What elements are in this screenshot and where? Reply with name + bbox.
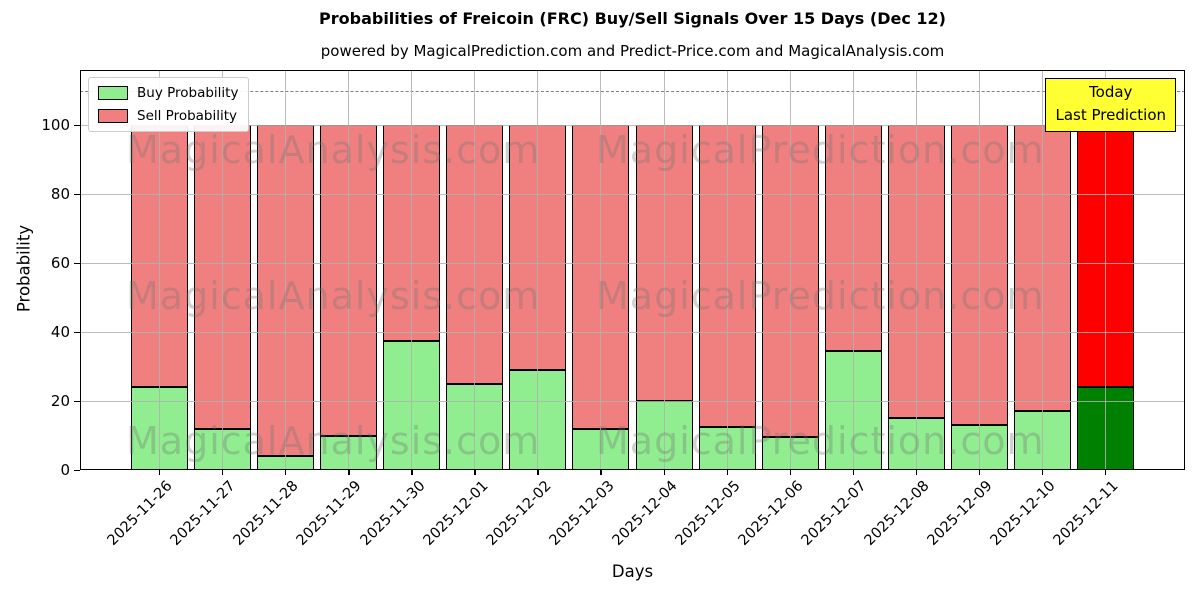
x-tick-mark — [159, 470, 161, 475]
legend-label-buy: Buy Probability — [137, 85, 239, 101]
x-tick-mark — [978, 470, 981, 475]
y-tick-mark — [74, 124, 80, 126]
watermark-text: MagicalPrediction.com — [596, 128, 1045, 172]
gridline-x-2025-12-07 — [852, 70, 854, 470]
today-annotation-line2: Last Prediction — [1055, 106, 1166, 124]
x-tick-label: 2025-12-02 — [483, 478, 555, 549]
legend-label-sell: Sell Probability — [137, 108, 238, 124]
gridline-y-40 — [80, 332, 1185, 334]
x-tick-mark — [789, 470, 791, 475]
gridline-x-2025-12-05 — [726, 70, 728, 470]
y-tick-mark — [74, 469, 80, 471]
gridline-x-2025-12-06 — [789, 70, 791, 470]
plot-area: Buy Probability Sell Probability Today L… — [80, 70, 1185, 470]
x-tick-label: 2025-11-29 — [294, 478, 366, 549]
chart-title: Probabilities of Freicoin (FRC) Buy/Sell… — [319, 9, 946, 28]
x-tick-mark — [915, 470, 918, 475]
x-tick-label: 2025-12-10 — [987, 478, 1059, 549]
x-tick-label: 2025-12-06 — [735, 478, 807, 549]
x-tick-mark — [222, 470, 224, 475]
watermark-text: MagicalPrediction.com — [596, 274, 1045, 318]
gridline-x-2025-12-09 — [978, 70, 980, 470]
gridline-x-2025-11-30 — [411, 70, 413, 470]
x-tick-label: 2025-12-05 — [672, 478, 744, 549]
chart-subtitle: powered by MagicalPrediction.com and Pre… — [320, 42, 945, 60]
x-tick-mark — [852, 470, 855, 475]
x-tick-label: 2025-11-27 — [167, 478, 239, 549]
y-tick-label: 60 — [50, 254, 70, 273]
x-tick-mark — [1041, 470, 1044, 475]
gridline-x-2025-12-02 — [537, 70, 539, 470]
legend-item-sell: Sell Probability — [98, 108, 238, 124]
x-tick-label: 2025-12-08 — [861, 478, 933, 549]
y-tick-label: 40 — [50, 323, 70, 342]
dashed-threshold-line — [80, 90, 1185, 92]
x-tick-mark — [474, 470, 476, 475]
buy-color-swatch — [98, 86, 128, 100]
x-tick-label: 2025-12-09 — [924, 478, 996, 549]
x-tick-mark — [411, 470, 413, 475]
x-tick-label: 2025-12-07 — [798, 478, 870, 549]
x-tick-label: 2025-11-26 — [104, 478, 176, 549]
gridline-x-2025-12-11 — [1104, 70, 1106, 470]
y-tick-label: 100 — [41, 116, 70, 135]
legend-item-buy: Buy Probability — [98, 85, 238, 101]
x-tick-label: 2025-12-01 — [420, 478, 492, 549]
y-tick-mark — [74, 331, 80, 333]
gridline-x-2025-11-28 — [285, 70, 287, 470]
x-tick-label: 2025-11-30 — [357, 478, 429, 549]
y-tick-label: 20 — [50, 392, 70, 411]
x-tick-mark — [348, 470, 350, 475]
gridline-y-20 — [80, 401, 1185, 403]
sell-color-swatch — [98, 109, 128, 123]
watermark-text: MagicalAnalysis.com — [126, 419, 541, 463]
y-tick-mark — [74, 193, 80, 195]
gridline-x-2025-12-01 — [474, 70, 476, 470]
today-annotation: Today Last Prediction — [1045, 78, 1176, 132]
x-tick-label: 2025-11-28 — [231, 478, 302, 549]
gridline-x-2025-12-04 — [663, 70, 665, 470]
x-tick-mark — [663, 470, 665, 475]
gridline-x-2025-11-26 — [159, 70, 161, 470]
x-tick-mark — [285, 470, 287, 475]
x-tick-label: 2025-12-11 — [1050, 478, 1122, 549]
gridline-y-100 — [80, 125, 1185, 127]
x-tick-mark — [600, 470, 602, 475]
y-tick-mark — [74, 262, 80, 264]
today-annotation-line1: Today — [1089, 83, 1133, 101]
y-tick-mark — [74, 400, 80, 402]
x-axis-title: Days — [611, 562, 654, 581]
x-tick-label: 2025-12-03 — [546, 478, 618, 549]
gridline-x-2025-12-08 — [915, 70, 917, 470]
y-tick-label: 80 — [50, 185, 70, 204]
watermark-text: MagicalAnalysis.com — [126, 128, 541, 172]
gridline-x-2025-12-03 — [600, 70, 602, 470]
watermark-text: MagicalAnalysis.com — [126, 274, 541, 318]
watermark-text: MagicalPrediction.com — [596, 419, 1045, 463]
y-tick-label: 0 — [60, 461, 70, 479]
gridline-x-2025-11-29 — [348, 70, 350, 470]
gridline-y-60 — [80, 263, 1185, 265]
legend: Buy Probability Sell Probability — [88, 77, 250, 132]
x-tick-mark — [537, 470, 539, 475]
x-tick-mark — [1104, 470, 1107, 475]
gridline-x-2025-11-27 — [222, 70, 224, 470]
x-tick-mark — [726, 470, 728, 475]
x-tick-label: 2025-12-04 — [609, 478, 681, 549]
gridline-y-80 — [80, 194, 1185, 196]
gridline-x-2025-12-10 — [1041, 70, 1043, 470]
